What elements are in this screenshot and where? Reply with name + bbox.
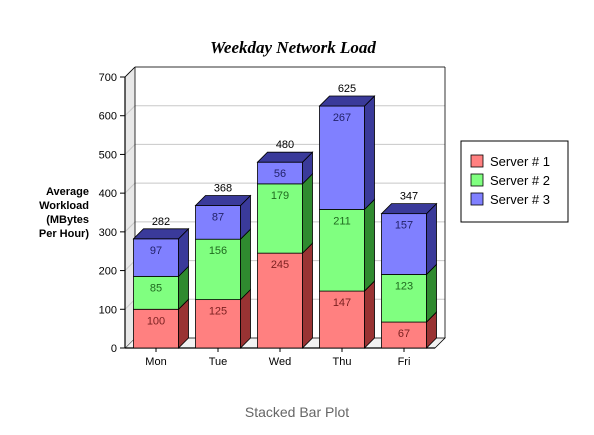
bar-value-label: 156 xyxy=(209,245,227,257)
x-tick-label: Thu xyxy=(333,356,352,368)
bar-total-label: 480 xyxy=(276,139,294,151)
bar-value-label: 123 xyxy=(395,280,413,292)
bar-value-label: 97 xyxy=(150,245,162,257)
x-tick-label: Fri xyxy=(398,356,411,368)
y-tick-label: 700 xyxy=(99,72,117,84)
bar-segment-side xyxy=(364,280,375,349)
bar-value-label: 67 xyxy=(398,328,410,340)
y-tick-label: 600 xyxy=(99,111,117,123)
bar-value-label: 157 xyxy=(395,220,413,232)
bar-value-label: 100 xyxy=(147,315,165,327)
bar-segment xyxy=(257,252,303,349)
legend-label: Server # 1 xyxy=(490,154,550,169)
bar-value-label: 211 xyxy=(333,215,351,227)
bar-segment-side xyxy=(364,95,375,211)
gridline-side xyxy=(124,144,136,155)
bar-segment xyxy=(381,274,427,323)
bar-segment-side xyxy=(302,172,313,255)
bar-segment xyxy=(319,209,365,292)
bar-top xyxy=(380,203,438,215)
y-tick-label: 0 xyxy=(111,343,117,355)
legend-swatch xyxy=(470,173,484,187)
legend-label: Server # 3 xyxy=(490,192,550,207)
plot-area: 0 100 200 300 400 500 600 700 100 85 97 282 Mon 125 15… xyxy=(99,66,446,368)
bar-value-label: 179 xyxy=(271,190,289,202)
bar-value-label: 85 xyxy=(150,282,162,294)
y-tick-label: 200 xyxy=(99,266,117,278)
gridline-side xyxy=(124,182,136,194)
x-tick-label: Wed xyxy=(269,356,291,368)
bar-total-label: 347 xyxy=(400,191,418,203)
bar-value-label: 87 xyxy=(212,212,224,224)
gridline-side xyxy=(124,105,136,117)
legend-swatch xyxy=(470,192,484,206)
bar-value-label: 245 xyxy=(271,259,289,271)
bar-top xyxy=(194,195,252,206)
y-tick-label: 400 xyxy=(99,188,117,200)
bar-top xyxy=(318,95,376,107)
legend: Server # 1 Server # 2 Server # 3 xyxy=(460,140,569,223)
x-tick-label: Tue xyxy=(209,356,228,368)
figure-caption: Stacked Bar Plot xyxy=(244,404,350,420)
bar-segment xyxy=(133,238,179,277)
bar-total-label: 282 xyxy=(152,216,170,228)
bar-top xyxy=(132,228,190,240)
y-axis-title-line-3: (MBytes xyxy=(46,214,89,226)
bar-segment xyxy=(195,238,241,301)
bar-top xyxy=(256,151,314,163)
bar-segment-side xyxy=(302,242,313,349)
bar-segment-side xyxy=(364,198,375,293)
plot-frame-corner xyxy=(124,66,136,78)
bar-total-label: 625 xyxy=(338,83,356,95)
bar-value-label: 147 xyxy=(333,297,351,309)
bar-total-label: 368 xyxy=(214,183,232,195)
legend-label: Server # 2 xyxy=(490,173,550,188)
y-tick-label: 100 xyxy=(99,304,117,316)
x-tick-label: Mon xyxy=(145,356,166,368)
bar-value-label: 56 xyxy=(274,168,286,180)
y-axis-title-line-4: Per Hour) xyxy=(39,228,89,240)
y-axis-title-line-2: Workload xyxy=(39,200,89,212)
legend-swatch xyxy=(470,154,484,168)
bar-segment-side xyxy=(240,228,251,301)
y-axis-title-line-1: Average xyxy=(46,186,89,198)
bar-segment-side xyxy=(426,202,437,276)
y-tick-label: 300 xyxy=(99,227,117,239)
bar-value-label: 267 xyxy=(333,112,351,124)
chart-title: Weekday Network Load xyxy=(210,38,376,57)
y-axis-title: Average Workload (MBytes Per Hour) xyxy=(39,186,89,240)
gridline-side xyxy=(124,221,136,233)
plot-left-wall xyxy=(125,67,135,348)
bar-value-label: 125 xyxy=(209,306,227,318)
y-tick-label: 500 xyxy=(99,149,117,161)
